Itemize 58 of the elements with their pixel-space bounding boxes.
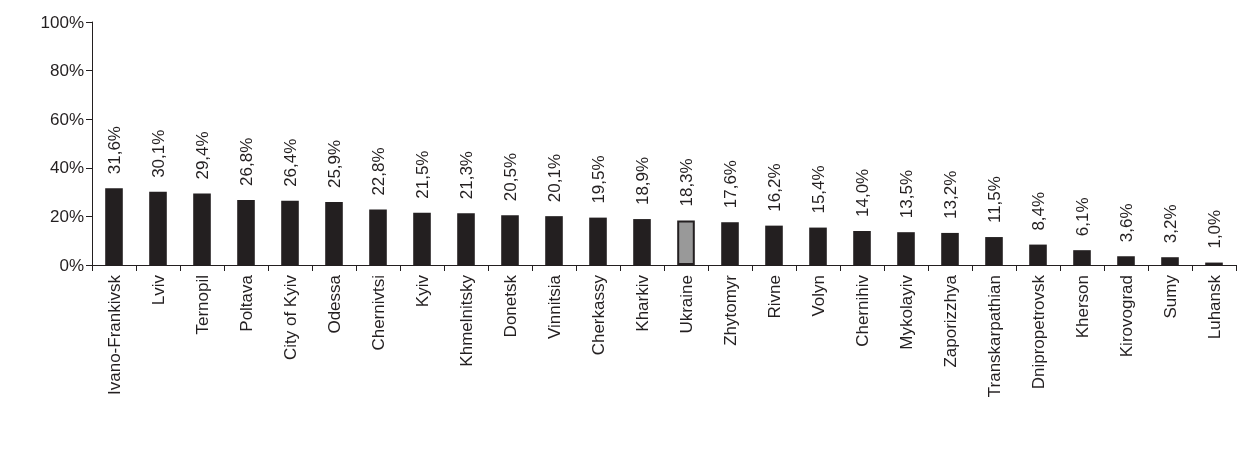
- data-label: 3,6%: [1116, 203, 1136, 243]
- x-tick-label: Kharkiv: [632, 274, 652, 332]
- x-tick-label: Zaporizzhya: [940, 274, 960, 368]
- data-label: 21,5%: [412, 150, 432, 199]
- x-tick-label: Dnipropetrovsk: [1028, 274, 1048, 390]
- x-tick-label: Luhansk: [1204, 274, 1224, 340]
- data-label: 19,5%: [588, 155, 608, 204]
- data-label: 11,5%: [984, 176, 1004, 224]
- x-tick-label: Poltava: [236, 274, 256, 332]
- x-tick-label: Chernihiv: [852, 274, 872, 347]
- data-label: 20,1%: [544, 153, 564, 203]
- y-tick-label: 80%: [49, 61, 84, 81]
- x-tick-label: Rivne: [764, 275, 784, 319]
- data-label: 22,8%: [368, 147, 388, 196]
- x-tick-label: Transkarpathian: [984, 275, 1004, 398]
- x-tick-label: Zhytomyr: [720, 274, 740, 346]
- x-tick-label: Ukraine: [676, 275, 696, 334]
- x-tick-label: Cherkassy: [588, 274, 608, 356]
- x-tick-label: Khmelnitsky: [456, 274, 476, 367]
- data-label: 20,5%: [500, 152, 520, 202]
- data-label: 16,2%: [764, 163, 784, 212]
- data-label: 17,6%: [720, 160, 740, 209]
- data-label: 14,0%: [852, 168, 872, 217]
- x-tick-label: Chernivtsi: [368, 275, 388, 351]
- data-label: 8,4%: [1028, 191, 1048, 231]
- data-label: 18,3%: [676, 158, 696, 207]
- x-tick-label: Ternopil: [192, 275, 212, 335]
- data-label: 13,2%: [940, 170, 960, 219]
- data-label: 26,8%: [236, 137, 256, 186]
- x-tick-label: Ivano-Frankivsk: [104, 274, 124, 395]
- x-tick-label: Odessa: [324, 274, 344, 334]
- data-label: 13,5%: [896, 169, 916, 219]
- x-tick-label: Lviv: [148, 274, 168, 306]
- x-tick-label: Kherson: [1072, 275, 1092, 339]
- x-tick-label: Volyn: [808, 275, 828, 317]
- x-tick-label: City of Kyiv: [280, 274, 300, 361]
- data-label: 6,1%: [1072, 197, 1092, 237]
- y-tick-label: 20%: [49, 206, 84, 226]
- y-tick-label: 100%: [40, 12, 84, 32]
- data-label: 26,4%: [280, 138, 300, 187]
- data-label: 3,2%: [1160, 204, 1180, 244]
- y-tick-label: 0%: [59, 255, 84, 275]
- y-tick-label: 40%: [49, 158, 84, 178]
- data-label: 21,3%: [456, 151, 476, 200]
- x-tick-label: Kyiv: [412, 274, 432, 308]
- data-label: 1,0%: [1204, 209, 1224, 249]
- x-tick-label: Donetsk: [500, 274, 520, 338]
- data-label: 29,4%: [192, 131, 212, 180]
- data-label: 31,6%: [104, 126, 124, 175]
- x-tick-label: Sumy: [1160, 274, 1180, 319]
- x-tick-label: Mykolayiv: [896, 274, 916, 350]
- x-tick-label: Vinnitsia: [544, 274, 564, 339]
- data-label: 18,9%: [632, 156, 652, 206]
- data-label: 15,4%: [808, 165, 828, 214]
- data-label: 30,1%: [148, 129, 168, 178]
- data-label: 25,9%: [324, 139, 344, 189]
- y-tick-label: 60%: [49, 109, 84, 129]
- x-tick-label: Kirovograd: [1116, 275, 1136, 358]
